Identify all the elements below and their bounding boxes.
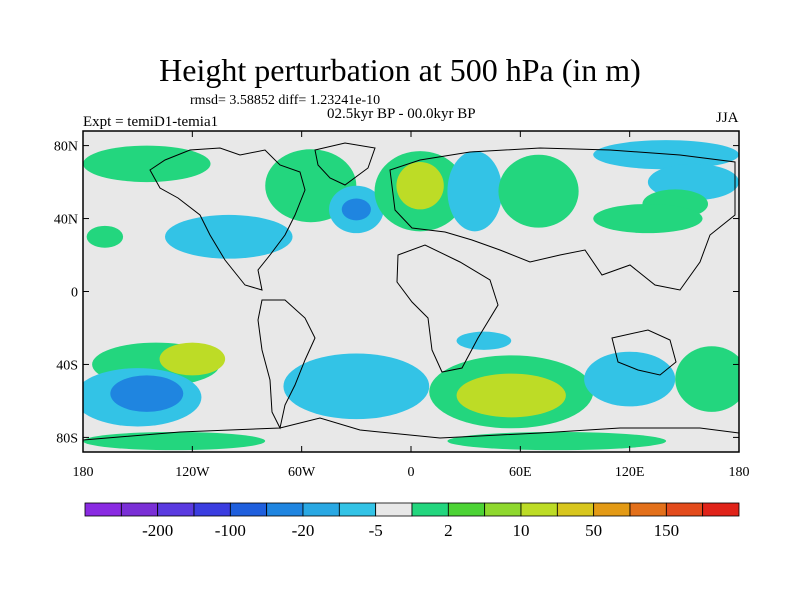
lon-tick-label: 180 [729,465,750,480]
colorbar: -200 -100 -20 -5 2 10 50 150 [84,502,740,540]
field-anomaly-17 [110,375,184,412]
colorbar-bin [702,502,740,517]
colorbar-bin [411,502,449,517]
lat-tick-label: 40S [56,358,78,373]
field-anomaly-24 [447,431,667,451]
colorbar-label: 2 [444,521,453,540]
colorbar-bin [229,502,268,517]
field-anomaly-6 [396,162,444,210]
lon-tick-label: 60E [509,465,532,480]
colorbar-label: -20 [292,521,315,540]
colorbar-label: -200 [142,521,173,540]
colorbar-label: -5 [369,521,383,540]
colorbar-bin [266,502,304,517]
field-anomaly-7 [447,151,503,232]
field-anomaly-18 [283,353,430,420]
colorbar-label: 150 [654,521,680,540]
field-anomaly-9 [593,140,739,170]
height-perturbation-field [83,140,739,451]
colorbar-bin [520,502,558,517]
field-anomaly-23 [675,346,739,412]
lat-tick-label: 40N [54,213,78,228]
colorbar-bin [193,502,231,517]
colorbar-bin [665,502,704,517]
lon-tick-label: 120E [615,465,645,480]
longitude-axis: 180 120W 60W 0 60E 120E 180 [73,131,750,480]
experiment-label: Expt = temiD1-temia1 [83,114,219,130]
colorbar-bin [84,502,122,517]
colorbar-label: 50 [585,521,602,540]
colorbar-bin [157,502,195,517]
field-anomaly-15 [159,342,226,376]
lat-tick-label: 0 [71,286,78,301]
field-anomaly-13 [86,225,124,248]
field-anomaly-2 [165,214,293,259]
field-anomaly-8 [498,154,579,228]
period-label: 02.5kyr BP - 00.0kyr BP [327,106,476,122]
lon-tick-label: 60W [288,465,316,480]
lat-tick-label: 80N [54,140,78,155]
rmsd-diff-line: rmsd= 3.58852 diff= 1.23241e-10 [190,93,381,108]
colorbar-bin [556,502,595,517]
colorbar-bin [447,502,486,517]
latitude-axis: 80N 40N 0 40S 80S [54,140,739,446]
colorbar-label: -100 [215,521,246,540]
colorbar-bin [120,502,159,517]
field-anomaly-21 [456,331,512,350]
colorbar-bin [484,502,522,517]
lon-tick-label: 0 [408,465,415,480]
colorbar-bin [338,502,377,517]
lat-tick-label: 80S [56,431,78,446]
coastlines [83,142,739,441]
lon-tick-label: 180 [73,465,94,480]
season-label: JJA [716,110,739,126]
lon-tick-label: 120W [175,465,210,480]
colorbar-bin [302,502,340,517]
field-anomaly-25 [83,431,266,451]
colorbar-label: 10 [513,521,530,540]
field-anomaly-22 [584,351,676,407]
field-anomaly-20 [456,373,566,418]
colorbar-bin [629,502,667,517]
colorbar-bin [593,502,631,517]
field-anomaly-0 [83,145,211,183]
field-anomaly-4 [341,198,371,221]
plot-title: Height perturbation at 500 hPa (in m) [159,52,641,88]
field-anomaly-12 [593,203,703,234]
colorbar-bin [375,502,413,517]
